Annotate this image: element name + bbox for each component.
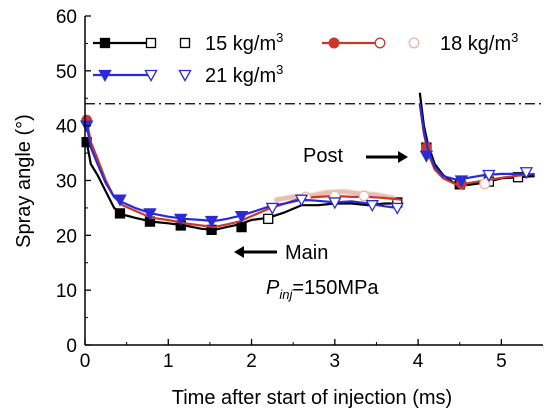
pressure-symbol: P bbox=[266, 277, 280, 299]
series-2-exp-point bbox=[358, 190, 370, 202]
x-tick-label: 5 bbox=[496, 351, 507, 372]
legend-exp-marker-joined bbox=[145, 37, 157, 49]
legend-exp-marker bbox=[179, 37, 191, 49]
legend-label: 21 kg/m3 bbox=[205, 62, 283, 87]
x-tick-label: 2 bbox=[246, 351, 257, 372]
series-3-model-point bbox=[204, 215, 219, 229]
legend-exp-marker bbox=[408, 37, 420, 49]
series-3-model-point bbox=[234, 210, 249, 224]
plot-area bbox=[79, 92, 543, 258]
annotation-post: Post bbox=[303, 145, 343, 167]
post-arrow bbox=[366, 151, 408, 163]
main-arrow bbox=[234, 246, 277, 258]
x-tick-label: 1 bbox=[163, 351, 174, 372]
series-3-post-line bbox=[418, 103, 535, 181]
y-tick-label: 50 bbox=[56, 62, 77, 83]
series-3-model-point bbox=[454, 175, 469, 188]
main-arrow-head bbox=[234, 246, 244, 258]
series-3-model-point bbox=[174, 213, 188, 226]
legend-model-marker bbox=[328, 37, 340, 49]
series-1-model-point bbox=[114, 208, 126, 219]
series-3-exp-point bbox=[365, 200, 380, 213]
legend-label: 18 kg/m3 bbox=[440, 30, 518, 55]
y-tick-label: 10 bbox=[56, 281, 77, 302]
y-tick-label: 40 bbox=[56, 117, 77, 138]
legend-entry-1: 15 kg/m3 bbox=[93, 30, 283, 55]
series-3-model-point bbox=[113, 194, 127, 207]
x-tick-label: 3 bbox=[330, 351, 341, 372]
series-3-model-point bbox=[143, 208, 157, 221]
series-1-model-point bbox=[236, 221, 247, 233]
pressure-subscript: inj bbox=[279, 287, 293, 302]
legend-exp-marker-joined bbox=[374, 37, 386, 49]
series-3-main-line bbox=[85, 125, 398, 223]
series-3-exp-point bbox=[294, 194, 309, 207]
series-3-exp-point bbox=[265, 202, 280, 215]
y-tick-label: 0 bbox=[66, 336, 77, 357]
legend-exp-marker bbox=[178, 69, 192, 82]
series-3-model-point bbox=[419, 150, 434, 163]
legend-model-marker bbox=[98, 69, 112, 82]
pressure-label: Pinj=150MPa bbox=[266, 277, 379, 302]
series-3-exp-point bbox=[519, 167, 534, 180]
y-axis-label: Spray angle (°) bbox=[13, 114, 35, 248]
x-axis-label: Time after start of injection (ms) bbox=[172, 387, 452, 409]
annotation-main: Main bbox=[285, 242, 328, 264]
annotations: Post Main Pinj=150MPa Time after start o… bbox=[13, 114, 452, 409]
legend-exp-marker-joined bbox=[144, 69, 158, 82]
x-tick-label: 4 bbox=[413, 351, 424, 372]
series-2-exp-point bbox=[479, 178, 491, 190]
series-3-exp-point bbox=[328, 197, 342, 210]
legend-label: 15 kg/m3 bbox=[205, 30, 283, 55]
legend-entry-2: 18 kg/m3 bbox=[322, 30, 518, 55]
y-tick-label: 30 bbox=[56, 172, 77, 193]
series-1-exp-point bbox=[263, 213, 274, 225]
legend-model-marker bbox=[99, 37, 111, 49]
post-arrow-head bbox=[398, 151, 408, 163]
x-tick-label: 0 bbox=[80, 351, 91, 372]
series-3 bbox=[79, 103, 535, 229]
legend-entry-3: 21 kg/m3 bbox=[93, 62, 283, 87]
pressure-value: =150MPa bbox=[292, 277, 379, 299]
legend: 15 kg/m3 18 kg/m3 21 kg/m3 bbox=[93, 30, 518, 87]
y-tick-label: 60 bbox=[56, 7, 77, 28]
series-3-exp-point bbox=[390, 202, 405, 215]
series-3-exp-point bbox=[482, 169, 496, 182]
y-tick-label: 20 bbox=[56, 226, 77, 247]
